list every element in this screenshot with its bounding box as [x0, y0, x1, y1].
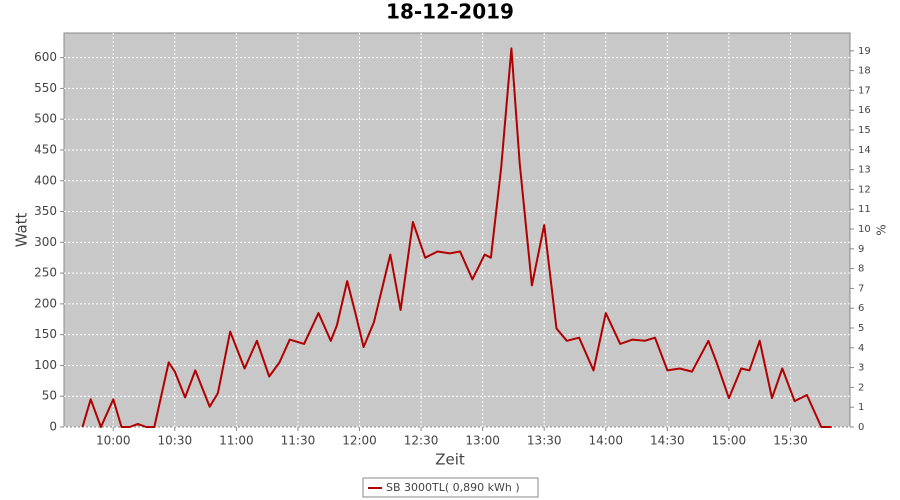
y2-tick-label: 10	[858, 224, 871, 235]
x-tick-label: 15:00	[712, 434, 747, 448]
y-tick-label: 450	[34, 142, 57, 156]
y2-tick-label: 5	[858, 323, 864, 334]
y2-tick-label: 15	[858, 125, 871, 136]
y2-tick-label: 12	[858, 184, 871, 195]
x-tick-label: 12:30	[404, 434, 439, 448]
y2-tick-label: 18	[858, 66, 871, 77]
chart-title: 18-12-2019	[386, 0, 514, 24]
y2-tick-label: 0	[858, 422, 864, 433]
legend	[362, 477, 539, 498]
x-tick-label: 10:30	[158, 434, 193, 448]
y2-tick-label: 13	[858, 165, 871, 176]
y2-tick-label: 16	[858, 105, 871, 116]
x-tick-label: 10:00	[96, 434, 131, 448]
y-tick-label: 600	[34, 50, 57, 64]
x-tick-label: 15:30	[773, 434, 808, 448]
y2-tick-label: 17	[858, 85, 871, 96]
plot-area	[63, 32, 851, 428]
y2-tick-label: 6	[858, 303, 864, 314]
series-line	[81, 47, 832, 428]
y2-tick-label: 14	[858, 145, 871, 156]
y-tick-label: 500	[34, 112, 57, 126]
y-axis-label: Watt	[13, 212, 31, 247]
y-tick-label: 250	[34, 266, 57, 280]
y-tick-label: 100	[34, 358, 57, 372]
y-tick-label: 50	[42, 389, 57, 403]
x-tick-label: 14:30	[650, 434, 685, 448]
y-tick-label: 200	[34, 296, 57, 310]
x-tick-label: 14:00	[588, 434, 623, 448]
x-axis-label: Zeit	[435, 451, 465, 469]
y-tick-label: 550	[34, 81, 57, 95]
y2-tick-label: 11	[858, 204, 871, 215]
x-tick-label: 11:30	[281, 434, 316, 448]
y2-tick-label: 7	[858, 283, 864, 294]
y-tick-label: 150	[34, 327, 57, 341]
y2-tick-label: 4	[858, 343, 864, 354]
y2-tick-label: 9	[858, 244, 864, 255]
x-tick-label: 12:00	[342, 434, 377, 448]
x-tick-label: 13:00	[465, 434, 500, 448]
y-tick-label: 400	[34, 173, 57, 187]
legend-label: SB 3000TL( 0,890 kWh )	[386, 481, 520, 494]
y-tick-label: 0	[49, 420, 57, 434]
y2-tick-label: 8	[858, 264, 864, 275]
y2-axis-label: %	[875, 224, 889, 235]
y2-tick-label: 3	[858, 363, 864, 374]
y2-tick-label: 1	[858, 402, 864, 413]
y-tick-label: 350	[34, 204, 57, 218]
x-tick-label: 13:30	[527, 434, 562, 448]
x-tick-label: 11:00	[219, 434, 254, 448]
y-tick-label: 300	[34, 235, 57, 249]
y2-tick-label: 19	[858, 46, 871, 57]
y2-tick-label: 2	[858, 382, 864, 393]
